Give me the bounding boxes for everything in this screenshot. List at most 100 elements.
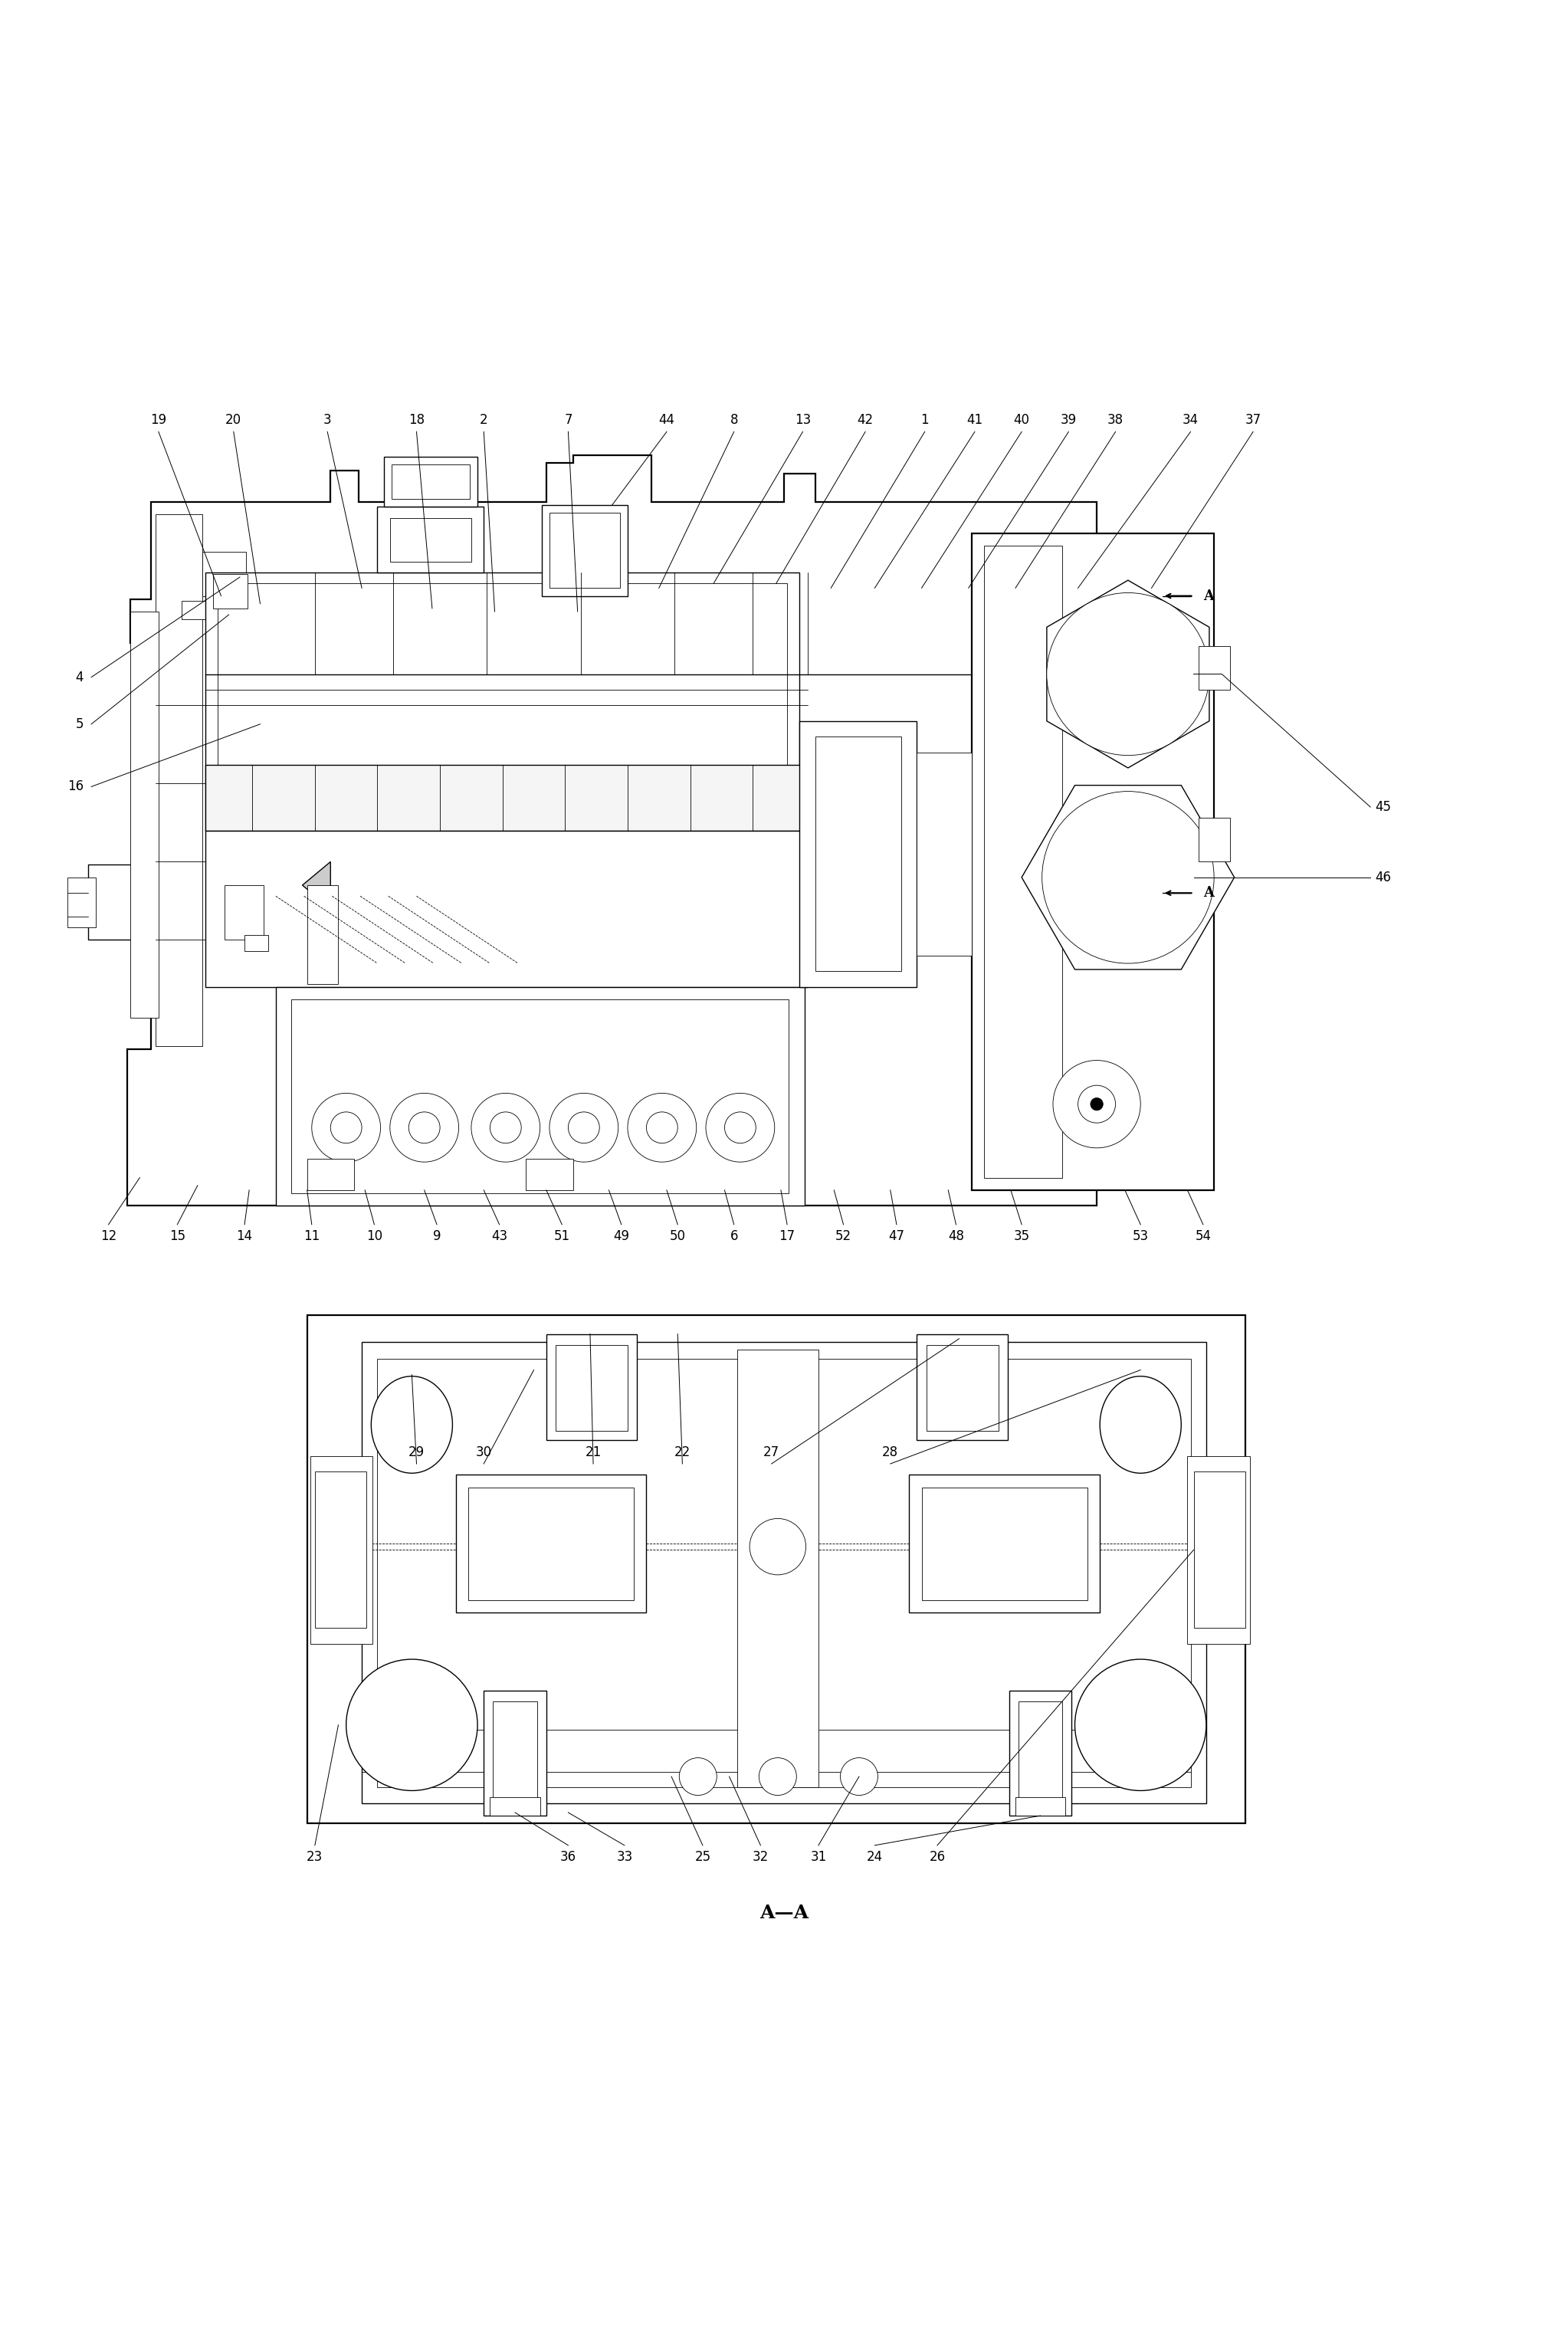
Text: 11: 11: [304, 1229, 320, 1243]
Text: 51: 51: [554, 1229, 571, 1243]
Text: 44: 44: [659, 413, 674, 428]
Text: 6: 6: [731, 1229, 739, 1243]
Bar: [224, 886, 263, 940]
Text: 23: 23: [307, 1851, 323, 1863]
Text: 46: 46: [1375, 871, 1391, 883]
Text: 10: 10: [367, 1229, 383, 1243]
Circle shape: [706, 1092, 775, 1163]
Bar: [1187, 1456, 1250, 1644]
Bar: [130, 611, 158, 1017]
Text: 40: 40: [1013, 413, 1030, 428]
Bar: [205, 766, 808, 832]
Bar: [555, 1346, 627, 1431]
Bar: [202, 552, 246, 597]
Bar: [362, 1341, 1206, 1804]
Bar: [378, 1360, 1190, 1788]
Bar: [541, 505, 627, 597]
Text: 52: 52: [836, 1229, 851, 1243]
Text: 21: 21: [585, 1445, 602, 1459]
Polygon shape: [127, 456, 1127, 1205]
Text: 4: 4: [75, 669, 83, 684]
Bar: [276, 987, 804, 1205]
Text: 26: 26: [930, 1851, 946, 1863]
Text: 29: 29: [408, 1445, 425, 1459]
Text: 18: 18: [408, 413, 425, 428]
Bar: [292, 998, 789, 1193]
Text: 54: 54: [1195, 1229, 1210, 1243]
Bar: [491, 1797, 539, 1816]
Bar: [182, 601, 210, 620]
Bar: [469, 1487, 633, 1600]
Circle shape: [1047, 592, 1209, 756]
Bar: [1193, 1470, 1245, 1628]
Bar: [922, 1487, 1087, 1600]
Text: 8: 8: [731, 413, 739, 428]
Bar: [917, 1334, 1008, 1440]
Circle shape: [840, 1757, 878, 1795]
Text: 38: 38: [1107, 413, 1124, 428]
Text: 36: 36: [560, 1851, 577, 1863]
Circle shape: [759, 1757, 797, 1795]
Bar: [205, 573, 800, 832]
Bar: [485, 1691, 546, 1816]
Circle shape: [627, 1092, 696, 1163]
Circle shape: [472, 1092, 539, 1163]
Text: 13: 13: [795, 413, 811, 428]
Text: 48: 48: [949, 1229, 964, 1243]
Circle shape: [646, 1111, 677, 1144]
Circle shape: [347, 1658, 478, 1790]
Text: 42: 42: [858, 413, 873, 428]
Ellipse shape: [372, 1377, 453, 1473]
Bar: [205, 832, 808, 987]
Circle shape: [1043, 792, 1214, 963]
Text: 25: 25: [695, 1851, 710, 1863]
Text: A—A: A—A: [759, 1903, 809, 1921]
Text: 37: 37: [1245, 413, 1261, 428]
Text: 1: 1: [920, 413, 928, 428]
Text: 32: 32: [753, 1851, 768, 1863]
Bar: [972, 533, 1214, 1191]
Text: 12: 12: [100, 1229, 116, 1243]
Circle shape: [679, 1757, 717, 1795]
Bar: [494, 1701, 536, 1809]
Polygon shape: [303, 862, 331, 909]
Bar: [384, 456, 478, 507]
Text: 30: 30: [475, 1445, 492, 1459]
Polygon shape: [1047, 580, 1209, 768]
Bar: [315, 1470, 367, 1628]
Text: 14: 14: [237, 1229, 252, 1243]
Bar: [1010, 1691, 1073, 1816]
Text: 3: 3: [323, 413, 331, 428]
Text: 49: 49: [613, 1229, 629, 1243]
Text: 50: 50: [670, 1229, 685, 1243]
Circle shape: [1063, 608, 1193, 740]
Bar: [307, 1315, 1245, 1823]
Text: 35: 35: [1013, 1229, 1030, 1243]
Bar: [800, 721, 917, 987]
Bar: [737, 1351, 818, 1788]
Text: 34: 34: [1182, 413, 1198, 428]
Text: 19: 19: [151, 413, 166, 428]
Bar: [909, 1475, 1099, 1611]
Circle shape: [312, 1092, 381, 1163]
Bar: [917, 752, 972, 956]
Text: 53: 53: [1132, 1229, 1149, 1243]
Text: 41: 41: [967, 413, 983, 428]
Bar: [392, 465, 470, 498]
Circle shape: [750, 1517, 806, 1574]
Text: 43: 43: [491, 1229, 508, 1243]
Bar: [307, 886, 339, 984]
Bar: [67, 879, 96, 928]
Bar: [1198, 646, 1229, 691]
Circle shape: [549, 1092, 618, 1163]
Circle shape: [1090, 1097, 1102, 1111]
Text: 33: 33: [616, 1851, 632, 1863]
Text: 15: 15: [169, 1229, 185, 1243]
Text: A: A: [1203, 886, 1214, 900]
Bar: [456, 1475, 646, 1611]
Bar: [1198, 817, 1229, 862]
Circle shape: [1077, 1085, 1115, 1123]
Circle shape: [331, 1111, 362, 1144]
Bar: [546, 1334, 637, 1440]
Text: 17: 17: [779, 1229, 795, 1243]
